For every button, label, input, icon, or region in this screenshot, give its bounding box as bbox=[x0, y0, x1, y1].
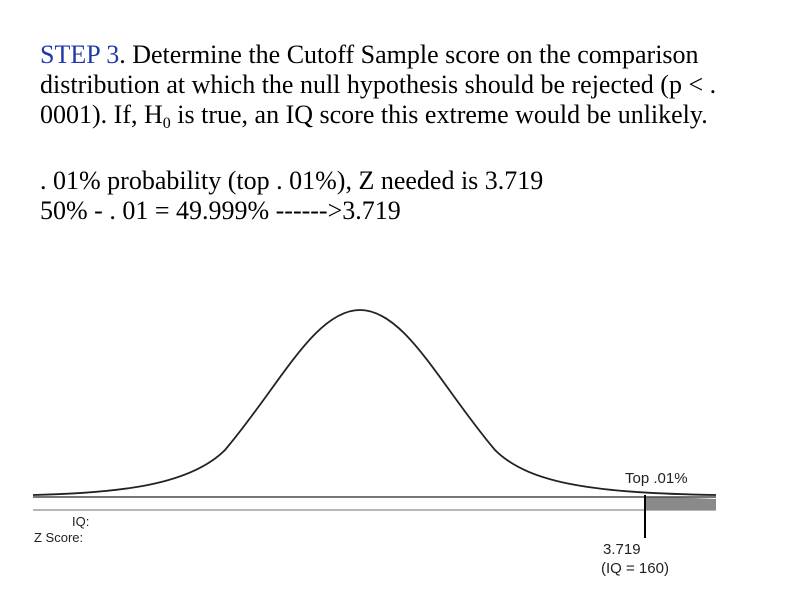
cutoff-iq-label: (IQ = 160) bbox=[601, 560, 669, 577]
tail-label: Top .01% bbox=[625, 470, 688, 487]
normal-curve bbox=[32, 309, 717, 496]
h-subscript: 0 bbox=[162, 115, 171, 132]
paragraph-gap bbox=[40, 130, 770, 166]
step-paragraph: STEP 3. Determine the Cutoff Sample scor… bbox=[40, 40, 770, 132]
cutoff-z-label: 3.719 bbox=[603, 541, 641, 558]
step-tail: is true, an IQ score this extreme would … bbox=[170, 100, 708, 129]
normal-curve-svg bbox=[32, 309, 717, 538]
normal-curve-figure: IQ: Z Score: Top .01% 3.719 (IQ = 160) bbox=[0, 290, 794, 595]
percent-line: 50% - . 01 = 49.999% ------>3.719 bbox=[40, 196, 401, 225]
step-label: STEP 3 bbox=[40, 40, 120, 69]
probability-line: . 01% probability (top . 01%), Z needed … bbox=[40, 166, 544, 195]
tail-shading bbox=[645, 497, 716, 510]
iq-axis-label: IQ: bbox=[72, 514, 90, 529]
slide-text: STEP 3. Determine the Cutoff Sample scor… bbox=[40, 40, 770, 226]
step-text: . Determine the Cutoff Sample score on t… bbox=[40, 40, 717, 129]
z-score-axis-label: Z Score: bbox=[34, 530, 84, 545]
